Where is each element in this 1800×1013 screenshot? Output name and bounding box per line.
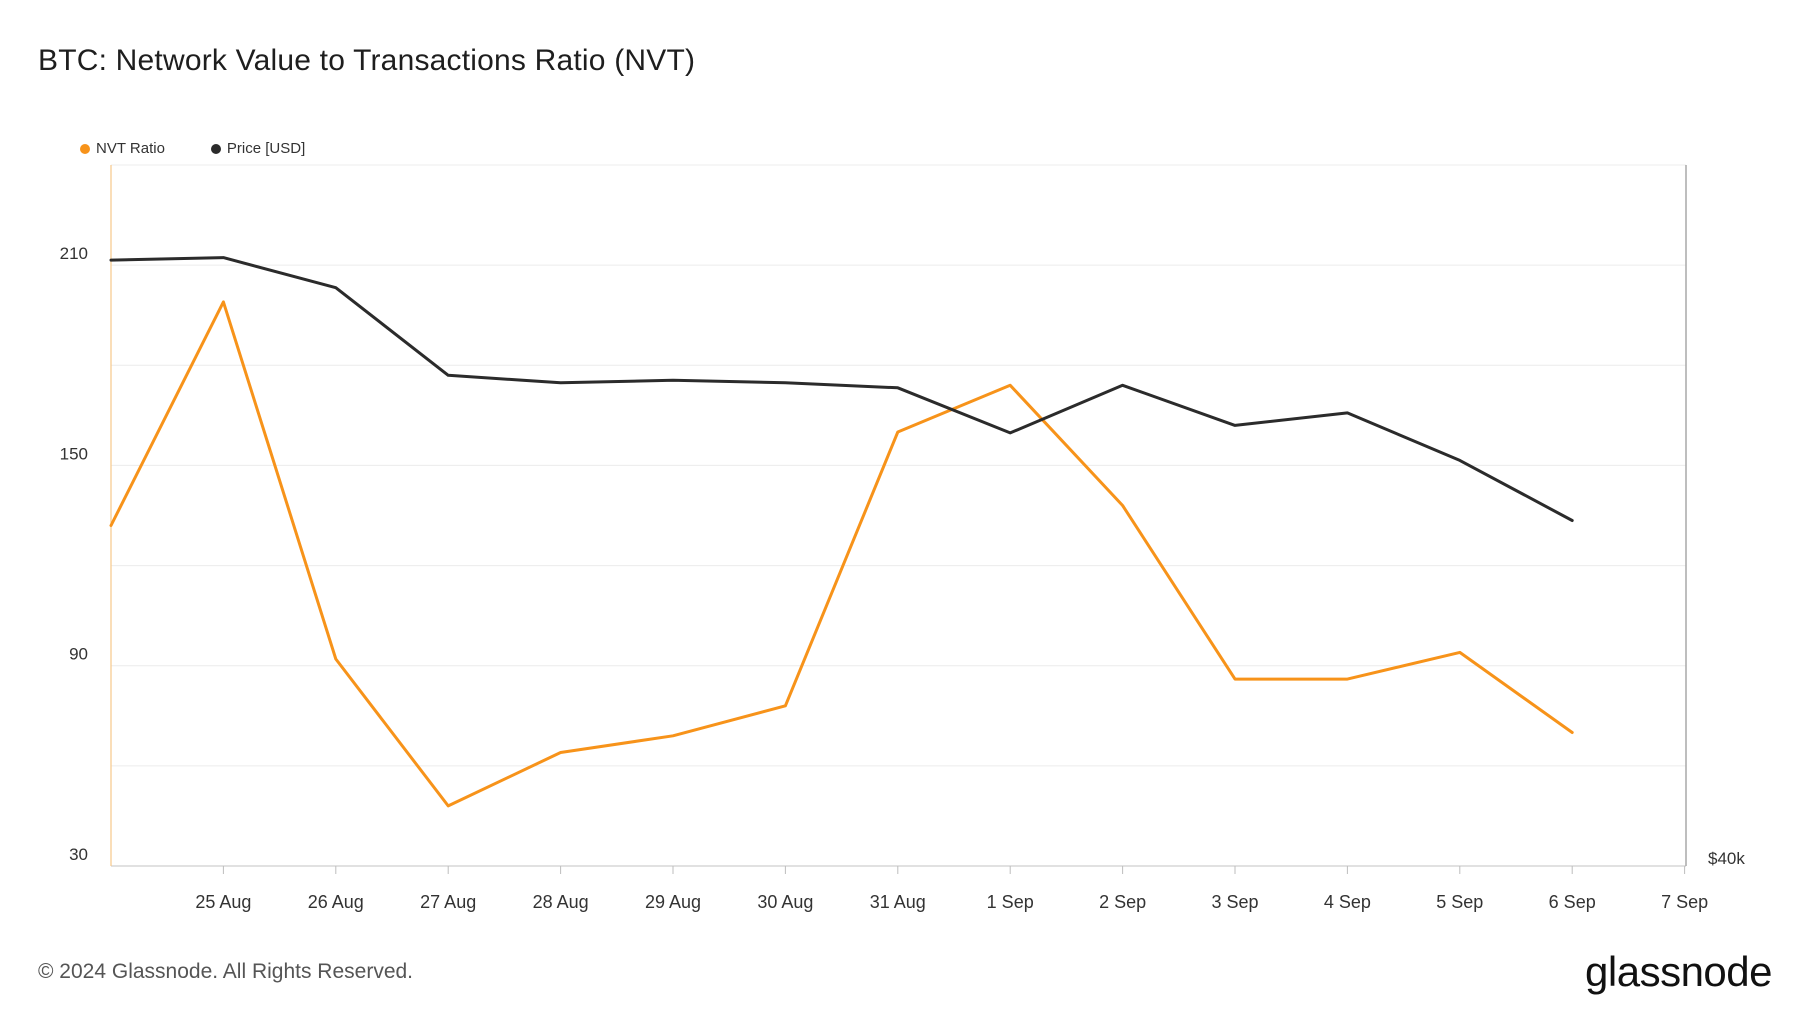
- legend-dot-nvt-ratio: [80, 143, 90, 154]
- series-line-price-usd: [109, 256, 1574, 522]
- x-tick-label: 27 Aug: [420, 892, 476, 912]
- y-tick-label: 210: [60, 244, 88, 263]
- y-tick-label: 150: [60, 444, 88, 463]
- y-right-tick-label: $40k: [1708, 849, 1745, 868]
- legend-label-price-usd: Price [USD]: [226, 140, 306, 157]
- x-tick-label: 5 Sep: [1436, 892, 1483, 912]
- x-tick-label: 6 Sep: [1549, 892, 1596, 912]
- legend-item-nvt-ratio[interactable]: NVT Ratio: [80, 140, 165, 157]
- x-tick-label: 7 Sep: [1661, 892, 1708, 912]
- copyright-text: © 2024 Glassnode. All Rights Reserved.: [38, 960, 414, 983]
- y-tick-label: 30: [69, 845, 88, 864]
- x-tick-label: 1 Sep: [987, 892, 1034, 912]
- x-tick-label: 4 Sep: [1324, 892, 1371, 912]
- legend-dot-price-usd: [210, 143, 221, 154]
- legend-item-price-usd[interactable]: Price [USD]: [210, 140, 306, 157]
- x-tick-label: 30 Aug: [757, 892, 813, 912]
- series-line-nvt-ratio: [109, 300, 1574, 808]
- x-tick-label: 3 Sep: [1211, 892, 1258, 912]
- legend-label-nvt-ratio: NVT Ratio: [96, 140, 165, 157]
- x-tick-label: 25 Aug: [195, 892, 251, 912]
- x-tick-label: 29 Aug: [645, 892, 701, 912]
- x-tick-label: 26 Aug: [308, 892, 364, 912]
- x-tick-label: 31 Aug: [870, 892, 926, 912]
- chart-legend: NVT Ratio Price [USD]: [80, 140, 351, 157]
- x-tick-label: 2 Sep: [1099, 892, 1146, 912]
- y-tick-label: 90: [69, 645, 88, 664]
- chart-title: BTC: Network Value to Transactions Ratio…: [38, 44, 696, 77]
- glassnode-logo[interactable]: glassnode: [1585, 948, 1772, 995]
- x-tick-label: 28 Aug: [533, 892, 589, 912]
